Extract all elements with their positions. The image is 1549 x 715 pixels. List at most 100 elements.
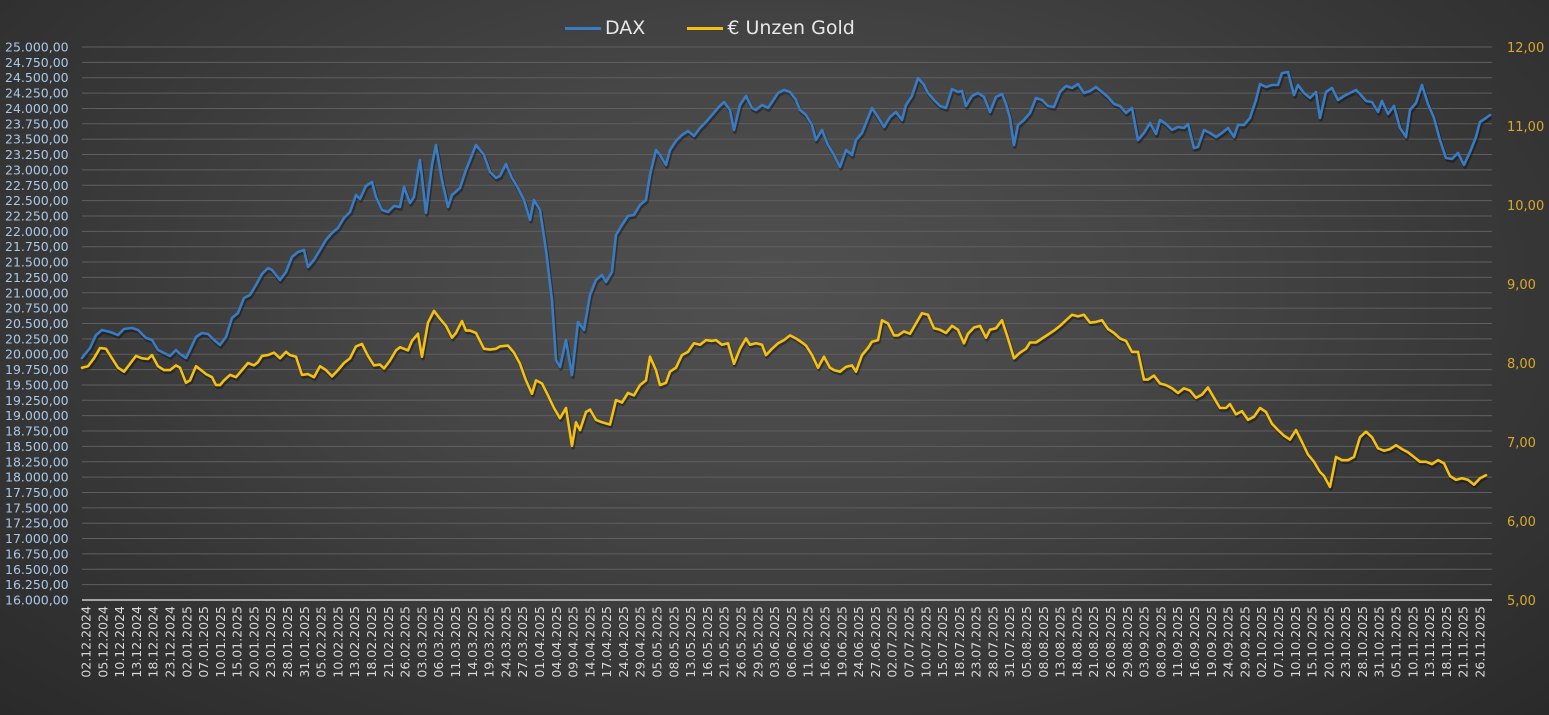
left-axis-tick-label: 24.500,00 <box>5 70 69 85</box>
legend-item-dax[interactable]: DAX <box>565 17 645 39</box>
left-axis-tick-label: 23.750,00 <box>5 116 69 131</box>
left-axis-tick-label: 16.250,00 <box>5 577 69 592</box>
legend-label-dax: DAX <box>605 17 646 39</box>
left-axis-tick-label: 20.000,00 <box>5 347 69 362</box>
x-axis-date-label: 23.07.2025 <box>969 606 984 678</box>
left-axis-tick-label: 18.250,00 <box>5 454 69 469</box>
x-axis-date-label: 06.03.2025 <box>431 606 446 678</box>
x-axis-date-label: 31.01.2025 <box>297 606 312 678</box>
left-axis-tick-label: 17.000,00 <box>5 531 69 546</box>
dax-line <box>80 70 1492 377</box>
right-axis-tick-label: 6,00 <box>1507 515 1536 530</box>
left-axis-tick-label: 19.750,00 <box>5 362 69 377</box>
x-axis-date-label: 23.12.2024 <box>162 606 177 678</box>
x-axis-date-label: 15.10.2025 <box>1305 606 1320 678</box>
right-axis-tick-label: 11,00 <box>1507 120 1544 135</box>
left-axis-tick-label: 20.750,00 <box>5 301 69 316</box>
x-axis-date-label: 07.07.2025 <box>901 606 916 678</box>
left-axis-tick-label: 16.500,00 <box>5 562 69 577</box>
right-y-axis: 12,00 11,00 10,00 9,00 8,00 7,00 6,00 5,00 <box>1507 41 1544 609</box>
x-axis-date-label: 10.12.2024 <box>112 606 127 678</box>
left-axis-tick-label: 25.000,00 <box>5 40 69 55</box>
x-axis-date-label: 03.03.2025 <box>414 606 429 678</box>
left-axis-tick-label: 22.000,00 <box>5 224 69 239</box>
x-axis-date-label: 11.09.2025 <box>1170 606 1185 678</box>
x-axis-date-label: 28.07.2025 <box>985 606 1000 678</box>
x-axis-date-label: 07.10.2025 <box>1271 606 1286 678</box>
x-axis-date-label: 16.05.2025 <box>700 606 715 678</box>
left-axis-tick-label: 21.750,00 <box>5 239 69 254</box>
x-axis-date-label: 05.02.2025 <box>314 606 329 678</box>
dax-swatch-icon <box>565 26 601 30</box>
legend: DAX € Unzen Gold <box>565 14 855 42</box>
x-axis-date-label: 04.04.2025 <box>549 606 564 678</box>
x-axis-date-label: 14.04.2025 <box>582 606 597 678</box>
x-axis-date-label: 24.04.2025 <box>616 606 631 678</box>
left-axis-tick-label: 16.750,00 <box>5 546 69 561</box>
left-axis-tick-label: 23.500,00 <box>5 132 69 147</box>
x-axis-date-label: 08.09.2025 <box>1153 606 1168 678</box>
left-axis-tick-label: 19.250,00 <box>5 393 69 408</box>
x-axis-date-label: 11.03.2025 <box>448 606 463 678</box>
x-axis-date-label: 29.08.2025 <box>1120 606 1135 678</box>
x-axis-date-label: 16.09.2025 <box>1187 606 1202 678</box>
series-lines <box>80 70 1493 491</box>
left-axis-tick-label: 20.500,00 <box>5 316 69 331</box>
x-axis-date-label: 23.01.2025 <box>263 606 278 678</box>
x-axis-date-label: 31.07.2025 <box>1002 606 1017 678</box>
x-axis-date-label: 05.05.2025 <box>650 606 665 678</box>
x-axis-date-label: 03.09.2025 <box>1137 606 1152 678</box>
left-axis-tick-label: 16.000,00 <box>5 593 69 608</box>
x-axis-date-label: 14.03.2025 <box>465 606 480 678</box>
x-axis-date-label: 02.01.2025 <box>179 606 194 678</box>
left-axis-tick-label: 17.500,00 <box>5 500 69 515</box>
left-axis-tick-label: 23.250,00 <box>5 147 69 162</box>
x-axis-date-label: 28.01.2025 <box>280 606 295 678</box>
x-axis-date-label: 10.11.2025 <box>1405 606 1420 678</box>
x-axis-date-label: 21.05.2025 <box>717 606 732 678</box>
left-axis-tick-label: 19.500,00 <box>5 377 69 392</box>
x-axis-date-label: 11.06.2025 <box>801 606 816 678</box>
x-axis-date-label: 21.02.2025 <box>381 606 396 678</box>
gridlines <box>82 46 1492 601</box>
right-axis-tick-label: 12,00 <box>1507 41 1544 56</box>
x-axis-date-label: 13.05.2025 <box>683 606 698 678</box>
x-axis-date-label: 18.07.2025 <box>952 606 967 678</box>
left-axis-tick-label: 17.250,00 <box>5 516 69 531</box>
x-axis-date-label: 26.02.2025 <box>398 606 413 678</box>
left-axis-tick-label: 24.000,00 <box>5 101 69 116</box>
left-axis-tick-label: 21.250,00 <box>5 270 69 285</box>
x-axis-date-label: 10.10.2025 <box>1288 606 1303 678</box>
legend-item-gold[interactable]: € Unzen Gold <box>687 17 855 39</box>
left-axis-tick-label: 21.500,00 <box>5 255 69 270</box>
x-axis-date-label: 13.12.2024 <box>129 606 144 678</box>
series-shadow <box>81 72 1493 379</box>
right-axis-tick-label: 7,00 <box>1507 436 1536 451</box>
x-axis-date-label: 01.04.2025 <box>532 606 547 678</box>
x-axis-date-label: 29.05.2025 <box>750 606 765 678</box>
x-axis-date-label: 19.09.2025 <box>1204 606 1219 678</box>
left-axis-tick-label: 19.000,00 <box>5 408 69 423</box>
x-axis-date-label: 13.02.2025 <box>347 606 362 678</box>
right-axis-tick-label: 8,00 <box>1507 357 1536 372</box>
x-axis-date-label: 27.03.2025 <box>515 606 530 678</box>
left-axis-tick-label: 23.000,00 <box>5 162 69 177</box>
x-axis: 02.12.2024 05.12.2024 10.12.2024 13.12.2024… <box>79 606 1488 678</box>
x-axis-date-label: 06.06.2025 <box>784 606 799 678</box>
x-axis-date-label: 05.12.2024 <box>95 606 110 678</box>
x-axis-date-label: 15.01.2025 <box>230 606 245 678</box>
right-axis-tick-label: 9,00 <box>1507 278 1536 293</box>
x-axis-date-label: 02.07.2025 <box>885 606 900 678</box>
x-axis-date-label: 13.11.2025 <box>1422 606 1437 678</box>
x-axis-date-label: 18.08.2025 <box>1069 606 1084 678</box>
x-axis-date-label: 27.06.2025 <box>868 606 883 678</box>
x-axis-date-label: 26.05.2025 <box>734 606 749 678</box>
x-axis-date-label: 31.10.2025 <box>1372 606 1387 678</box>
x-axis-date-label: 13.08.2025 <box>1053 606 1068 678</box>
x-axis-date-label: 08.08.2025 <box>1036 606 1051 678</box>
x-axis-date-label: 16.06.2025 <box>817 606 832 678</box>
left-axis-tick-label: 24.750,00 <box>5 55 69 70</box>
x-axis-date-label: 07.01.2025 <box>196 606 211 678</box>
left-axis-tick-label: 21.000,00 <box>5 285 69 300</box>
